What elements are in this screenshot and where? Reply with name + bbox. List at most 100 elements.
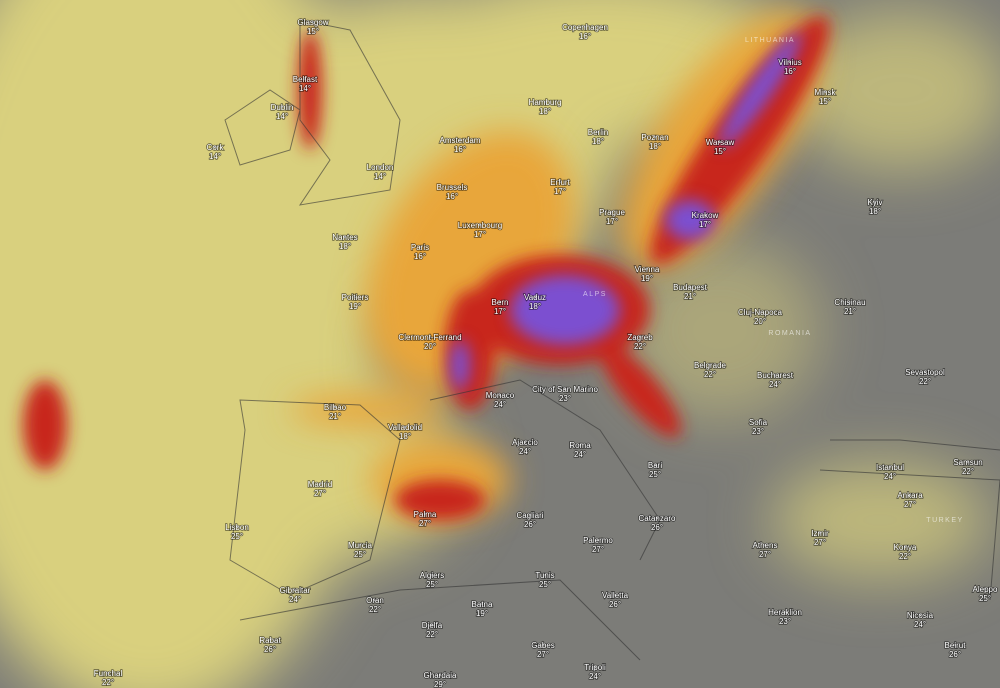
city-dot (783, 610, 787, 614)
city-name: Vienna (635, 265, 660, 274)
city-name: Konya (894, 543, 917, 552)
city-dot (423, 512, 427, 516)
city-name: Krakow (692, 211, 719, 220)
city-temp: 21° (844, 307, 856, 316)
city-temp: 18° (539, 107, 551, 116)
city-dot (418, 245, 422, 249)
city-name: Sevastopol (905, 368, 945, 377)
city-name: Erfurt (550, 178, 570, 187)
city-dot (358, 543, 362, 547)
city-dot (773, 373, 777, 377)
city-temp: 27° (759, 550, 771, 559)
city-dot (638, 335, 642, 339)
city-temp: 26° (524, 520, 536, 529)
city-temp: 16° (454, 145, 466, 154)
city-name: Copenhagen (562, 23, 608, 32)
city-dot (280, 105, 284, 109)
city-temp: 22° (962, 467, 974, 476)
city-name: Bari (648, 461, 662, 470)
city-temp: 22° (919, 377, 931, 386)
city-temp: 25° (539, 580, 551, 589)
city-dot (596, 538, 600, 542)
city-dot (873, 200, 877, 204)
city-name: Prague (599, 208, 625, 217)
city-temp: 27° (419, 519, 431, 528)
region-label: ROMANIA (768, 330, 811, 337)
city-name: Murcia (348, 541, 373, 550)
city-name: Funchal (94, 669, 123, 678)
city-temp: 18° (592, 137, 604, 146)
city-name: Minsk (815, 88, 837, 97)
city-dot (888, 465, 892, 469)
city-temp: 19° (476, 609, 488, 618)
city-dot (653, 135, 657, 139)
city-name: Lisbon (225, 523, 249, 532)
city-dot (758, 310, 762, 314)
city-dot (966, 460, 970, 464)
city-dot (543, 100, 547, 104)
city-dot (953, 643, 957, 647)
city-dot (558, 180, 562, 184)
city-name: Bucharest (757, 371, 794, 380)
city-name: Amsterdam (440, 136, 481, 145)
city-dot (756, 420, 760, 424)
city-temp: 22° (102, 678, 114, 687)
city-dot (523, 440, 527, 444)
city-name: Berlin (588, 128, 608, 137)
city-name: Palma (414, 510, 437, 519)
city-name: Athens (753, 541, 778, 550)
city-dot (918, 613, 922, 617)
city-temp: 14° (299, 84, 311, 93)
city-name: London (367, 163, 394, 172)
city-name: City of San Marino (532, 385, 598, 394)
city-dot (498, 393, 502, 397)
city-temp: 23° (779, 617, 791, 626)
city-temp: 17° (606, 217, 618, 226)
city-temp: 17° (494, 307, 506, 316)
city-dot (428, 335, 432, 339)
city-name: Aleppo (973, 585, 998, 594)
city-name: Zagreb (627, 333, 653, 342)
city-temp: 21° (329, 412, 341, 421)
city-dot (543, 573, 547, 577)
city-dot (343, 235, 347, 239)
city-dot (450, 185, 454, 189)
city-name: Bilbao (324, 403, 347, 412)
city-temp: 16° (414, 252, 426, 261)
city-dot (908, 493, 912, 497)
city-temp: 27° (537, 650, 549, 659)
city-temp: 22° (899, 552, 911, 561)
city-dot (653, 463, 657, 467)
city-temp: 27° (314, 489, 326, 498)
city-dot (688, 285, 692, 289)
map-labels: Glasgow15°Belfast14°Dublin14°Cork14°Lond… (93, 17, 999, 688)
city-name: Catanzaro (639, 514, 676, 523)
city-name: Poznan (641, 133, 668, 142)
city-name: Nicosia (907, 611, 934, 620)
city-temp: 24° (589, 672, 601, 681)
city-temp: 18° (649, 142, 661, 151)
region-label: ALPS (583, 291, 607, 298)
city-temp: 18° (869, 207, 881, 216)
city-dot (458, 138, 462, 142)
city-dot (293, 588, 297, 592)
city-dot (655, 516, 659, 520)
city-temp: 25° (354, 550, 366, 559)
city-temp: 26° (651, 523, 663, 532)
city-name: Luxembourg (458, 221, 502, 230)
city-dot (478, 223, 482, 227)
region-label: TURKEY (926, 517, 963, 524)
city-name: Tripoli (584, 663, 606, 672)
city-temp: 24° (519, 447, 531, 456)
city-temp: 20° (754, 317, 766, 326)
city-dot (498, 300, 502, 304)
city-name: Tunis (535, 571, 554, 580)
city-dot (378, 165, 382, 169)
city-temp: 25° (649, 470, 661, 479)
city-temp: 23° (559, 394, 571, 403)
city-temp: 17° (699, 220, 711, 229)
city-temp: 24° (914, 620, 926, 629)
city-name: Sofia (749, 418, 768, 427)
city-dot (613, 593, 617, 597)
